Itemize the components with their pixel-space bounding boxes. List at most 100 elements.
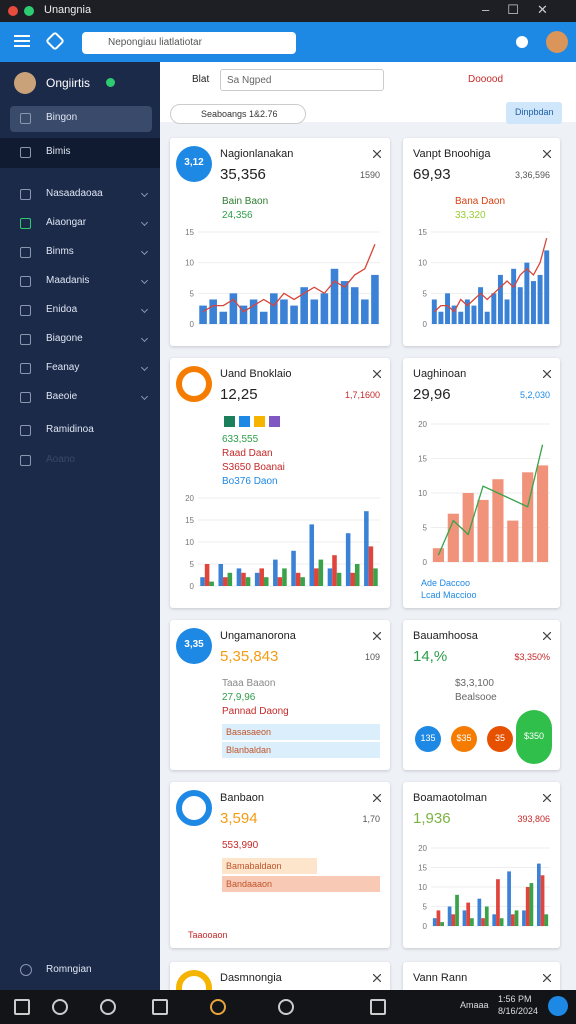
- taskbar-icon[interactable]: [152, 999, 168, 1015]
- y-tick-label: 5: [423, 524, 428, 533]
- info-icon[interactable]: [516, 36, 528, 48]
- card-side: 3,36,596: [514, 170, 550, 180]
- card: Banbaon 3,594 1,70 553,990 Bamabaldaon Bandaa…: [170, 782, 390, 948]
- bar: [350, 287, 359, 324]
- taskbar-icon[interactable]: [278, 999, 294, 1015]
- taskbar-icon[interactable]: [52, 999, 68, 1015]
- close-icon[interactable]: [543, 370, 551, 378]
- nav-item[interactable]: Maadanis: [46, 275, 90, 286]
- close-icon[interactable]: [543, 150, 551, 158]
- card-line: Pannad Daong: [222, 706, 289, 717]
- card-line: $3,3,100: [455, 678, 494, 689]
- nav-item[interactable]: Enidoa: [46, 304, 78, 315]
- bar: [290, 305, 298, 324]
- bar: [327, 568, 333, 586]
- close-icon[interactable]: [373, 794, 381, 802]
- bar: [481, 918, 485, 926]
- bar: [249, 299, 258, 324]
- taskbar-icon[interactable]: [14, 999, 30, 1015]
- card-line: Bo376 Daon: [222, 476, 278, 487]
- y-tick-label: 0: [190, 582, 195, 591]
- sidebar-footer: Romngian: [46, 964, 92, 975]
- card-side: 393,806: [517, 814, 550, 824]
- bar: [462, 910, 467, 926]
- user-avatar: [14, 72, 36, 94]
- close-icon[interactable]: [373, 370, 381, 378]
- pill[interactable]: $35: [451, 726, 477, 752]
- logo: [45, 31, 65, 51]
- nav-item[interactable]: Nasaadaoaa: [46, 188, 103, 199]
- card: Vanpt Bnoohiga 69,93 3,36,596 Bana Daon 33,3…: [403, 138, 560, 346]
- card-value: 35,356: [220, 166, 266, 183]
- pill[interactable]: 35: [487, 726, 513, 752]
- taskbar-icon[interactable]: [370, 999, 386, 1015]
- bar: [309, 524, 315, 586]
- nav-item[interactable]: Binms: [46, 246, 74, 257]
- bar: [447, 513, 459, 562]
- search-box[interactable]: Nepongiau liatlatiotar: [82, 32, 296, 54]
- toolbar-search-text: Sa Ngped: [227, 75, 272, 86]
- max-dot[interactable]: [24, 6, 34, 16]
- card-title: Banbaon: [220, 792, 265, 804]
- progress-label: Blanbaldan: [226, 745, 272, 755]
- close-icon[interactable]: [373, 150, 381, 158]
- nav-item[interactable]: Aoano: [46, 454, 75, 465]
- bar: [540, 875, 545, 926]
- close-dot[interactable]: [8, 6, 18, 16]
- filter-dropdown[interactable]: Seaboangs 1&2.76: [170, 104, 306, 124]
- card-line: S3650 Boanai: [222, 462, 285, 473]
- line: [433, 237, 548, 313]
- close-icon[interactable]: [373, 974, 381, 982]
- bar: [440, 922, 445, 926]
- nav-active: [10, 106, 152, 132]
- footer-icon: [20, 964, 32, 976]
- pill[interactable]: 135: [415, 726, 441, 752]
- action-button[interactable]: Dooood: [468, 74, 504, 85]
- toolbar-search[interactable]: Sa Ngped: [220, 69, 384, 91]
- y-tick-label: 10: [185, 259, 194, 268]
- bar: [241, 572, 246, 586]
- bar: [536, 863, 541, 926]
- y-tick-label: 5: [423, 289, 428, 298]
- nav-icon: [20, 189, 31, 200]
- y-tick-label: 10: [418, 259, 427, 268]
- bar: [336, 572, 342, 586]
- card-title: Nagionlanakan: [220, 148, 294, 160]
- close-icon[interactable]: [543, 794, 551, 802]
- notification[interactable]: [548, 996, 568, 1016]
- toolbar: Blat Sa Ngped Dooood Seaboangs 1&2.76 Di…: [160, 62, 576, 124]
- nav-item[interactable]: Feanay: [46, 362, 80, 373]
- menu-icon[interactable]: [14, 35, 30, 37]
- taskbar-icon[interactable]: [210, 999, 226, 1015]
- card-line: Bain Baon: [222, 196, 269, 207]
- nav-item[interactable]: Aiaongar: [46, 217, 87, 228]
- bar: [259, 311, 268, 324]
- bar: [477, 898, 482, 926]
- bar: [277, 577, 283, 586]
- avatar[interactable]: [546, 31, 568, 53]
- bar: [507, 871, 511, 926]
- nav-item[interactable]: Bingon: [46, 112, 78, 123]
- bar: [510, 914, 515, 926]
- nav-item[interactable]: Baeoie: [46, 391, 78, 402]
- close-icon[interactable]: [543, 974, 551, 982]
- bar: [270, 293, 278, 324]
- toolbar-label: Blat: [192, 74, 210, 85]
- window-controls[interactable]: – ☐ ✕: [482, 2, 548, 17]
- nav-item[interactable]: Bimis: [46, 146, 71, 157]
- card-side: 109: [364, 652, 380, 662]
- nav-icon: [20, 218, 31, 229]
- bar: [223, 577, 228, 586]
- close-icon[interactable]: [373, 632, 381, 640]
- nav-item[interactable]: Ramidinoa: [46, 424, 94, 435]
- bar: [219, 311, 228, 324]
- close-icon[interactable]: [543, 632, 551, 640]
- pill[interactable]: $350: [516, 710, 552, 764]
- taskbar-icon[interactable]: [100, 999, 116, 1015]
- status-dot: [106, 78, 115, 87]
- apply-button[interactable]: Dinpbdan: [506, 102, 562, 124]
- close-cross: [543, 632, 551, 640]
- nav-item[interactable]: Biagone: [46, 333, 83, 344]
- y-tick-label: 10: [418, 489, 427, 498]
- y-tick-label: 0: [423, 320, 428, 329]
